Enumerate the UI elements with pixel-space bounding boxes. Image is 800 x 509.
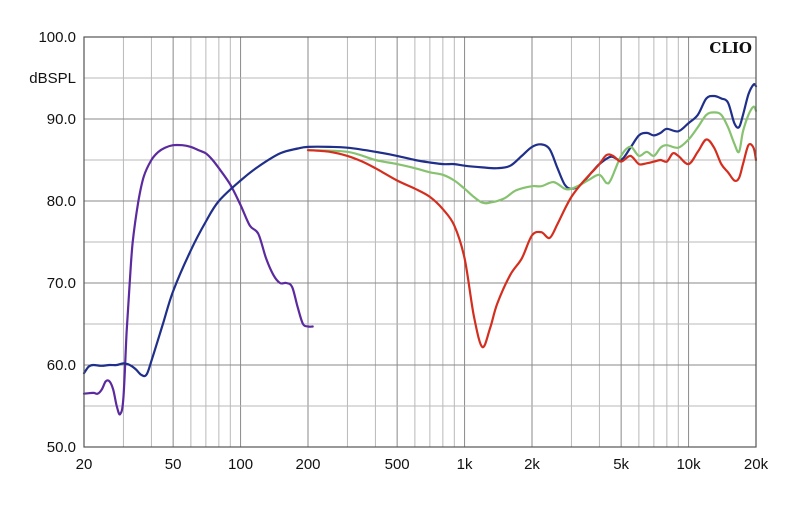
x-tick-label: 20k — [744, 456, 769, 473]
plot-frame — [83, 36, 757, 448]
y-tick-label: 70.0 — [47, 275, 76, 292]
x-tick-label: 100 — [228, 456, 253, 473]
y-tick-label: 60.0 — [47, 357, 76, 374]
grid — [84, 37, 756, 447]
tick-labels: 100.0 90.0 80.0 70.0 60.0 50.020 50 100 200 500 1k… — [38, 29, 768, 473]
response-curve-1 — [82, 143, 314, 416]
response-curve-3 — [306, 105, 758, 205]
x-tick-label: 200 — [295, 456, 320, 473]
y-tick-label: 100.0 — [38, 29, 76, 46]
response-curve-4 — [306, 138, 758, 349]
x-tick-label: 500 — [385, 456, 410, 473]
x-tick-label: 5k — [613, 456, 629, 473]
x-tick-label: 2k — [524, 456, 540, 473]
curves — [82, 83, 758, 416]
y-tick-label: 90.0 — [47, 111, 76, 128]
y-tick-label: 80.0 — [47, 193, 76, 210]
response-curve-2 — [82, 83, 758, 378]
clio-brand-label: CLIO — [709, 39, 752, 57]
x-tick-label: 50 — [165, 456, 182, 473]
x-tick-label: 1k — [457, 456, 473, 473]
x-tick-label: 20 — [76, 456, 93, 473]
y-axis-label: dBSPL — [29, 70, 76, 87]
y-tick-label: 50.0 — [47, 439, 76, 456]
x-tick-label: 10k — [676, 456, 701, 473]
